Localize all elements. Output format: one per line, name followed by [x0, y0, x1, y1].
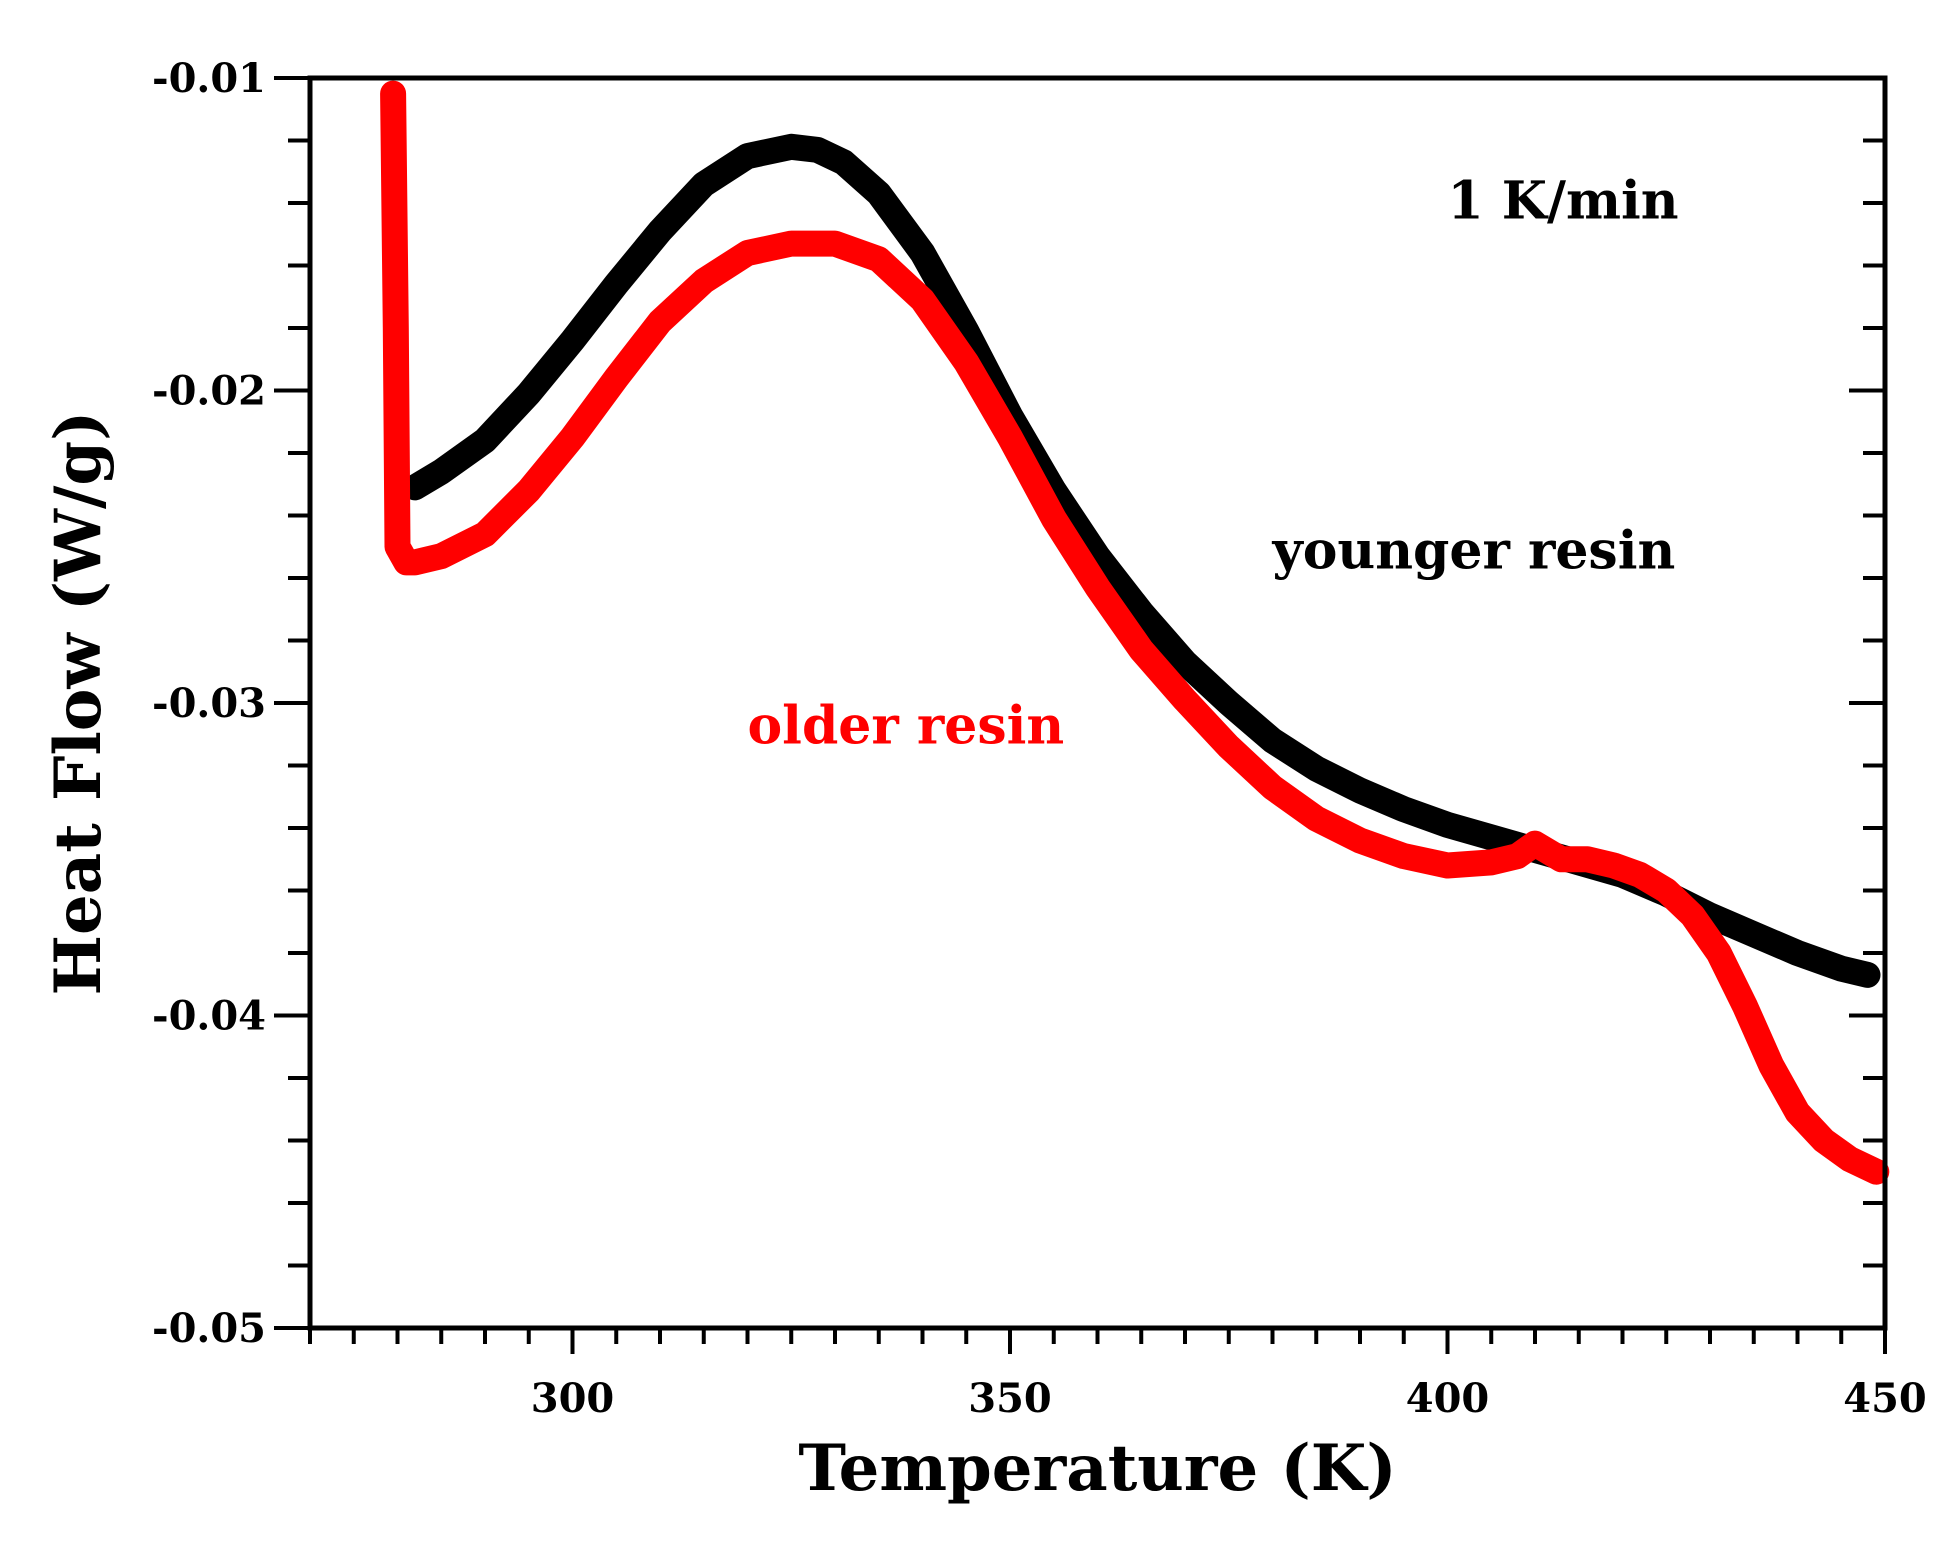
y-tick-label: -0.03	[152, 680, 266, 727]
x-tick-label: 400	[1406, 1375, 1490, 1422]
y-axis-title: Heat Flow (W/g)	[41, 411, 116, 996]
y-tick-label: -0.01	[152, 55, 266, 102]
y-tick-label: -0.04	[152, 993, 266, 1040]
plot-frame	[307, 75, 1888, 1331]
y-tick-label: -0.05	[152, 1305, 266, 1352]
series-line-older-resin	[380, 80, 1890, 1185]
annotations: 1 K/min younger resin older resin	[748, 171, 1679, 757]
data-series	[380, 80, 1890, 1185]
y-tick-label: -0.02	[152, 368, 266, 415]
x-tick-label: 300	[531, 1375, 615, 1422]
younger-resin-label: younger resin	[1272, 521, 1676, 582]
tick-labels: 300 350 400 450 -0.05 -0.04 -0.03 -0.02 -0.01	[152, 55, 1927, 1422]
rate-annotation: 1 K/min	[1448, 171, 1679, 232]
x-tick-label: 350	[968, 1375, 1052, 1422]
x-tick-label: 450	[1843, 1375, 1927, 1422]
axis-ticks	[274, 76, 1887, 1354]
older-resin-label: older resin	[748, 696, 1065, 757]
x-axis-title: Temperature (K)	[798, 1431, 1396, 1506]
